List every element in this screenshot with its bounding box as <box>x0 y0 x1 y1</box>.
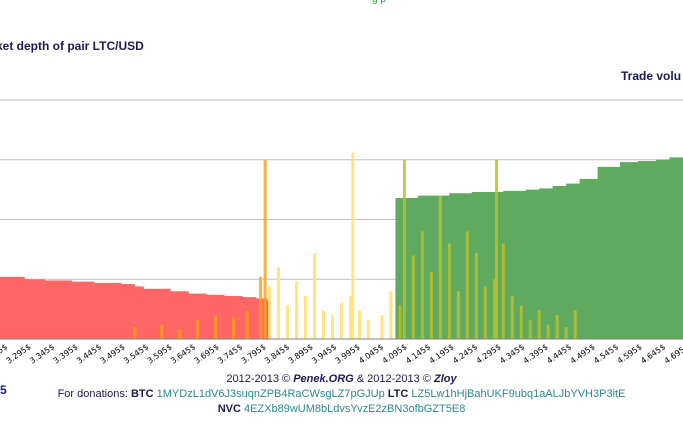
nvc-label: NVC <box>217 403 241 415</box>
x-tick-label: 4.345$ <box>498 342 526 365</box>
volume-bar <box>438 195 442 339</box>
volume-bar <box>263 159 267 339</box>
volume-bar <box>340 303 343 339</box>
volume-bar <box>420 231 424 339</box>
site-link-zloy[interactable]: Zloy <box>434 373 457 385</box>
x-tick-label: 4.195$ <box>428 342 456 365</box>
donations-line: For donations: BTC 1MYDzL1dV6J3suqnZPB4R… <box>0 388 683 400</box>
x-tick-label: 3.595$ <box>146 342 174 365</box>
volume-bar <box>286 305 290 339</box>
ltc-label: LTC <box>387 388 409 400</box>
copyright-prefix: 2012-2013 © <box>226 373 291 385</box>
volume-bar <box>492 279 496 339</box>
volume-bar <box>389 291 393 339</box>
volume-bar <box>501 243 505 339</box>
volume-bar <box>245 310 249 339</box>
volume-bar <box>519 305 523 339</box>
volume-bar <box>322 310 326 339</box>
x-tick-label: 3.395$ <box>52 342 80 365</box>
bid-depth-area <box>0 276 270 339</box>
btc-address[interactable]: 1MYDzL1dV6J3suqnZPB4RaCWsgLZ7pGJUp <box>156 388 385 400</box>
x-tick-label: 4.245$ <box>451 342 479 365</box>
volume-bar <box>573 310 577 339</box>
x-tick-label: 3.645$ <box>169 342 197 365</box>
ltc-address[interactable]: LZ5Lw1hHjBahUKF9ubq1aALJbYVH3P3itE <box>411 388 626 400</box>
x-tick-label: 4.645$ <box>639 342 667 365</box>
volume-bar <box>331 315 335 339</box>
copyright-mid: & 2012-2013 © <box>356 373 431 385</box>
x-tick-label: 4.045$ <box>357 342 385 365</box>
x-tick-label: 4.395$ <box>522 342 550 365</box>
volume-bar <box>160 324 164 339</box>
volume-bar <box>268 286 272 339</box>
nvc-line: NVC 4EZXb89wUM8bLdvsYvzE2zBN3ofbGZT5E8 <box>0 403 683 415</box>
volume-bar <box>402 159 406 339</box>
volume-bar <box>398 305 402 339</box>
volume-bar <box>564 327 568 339</box>
volume-bar <box>304 295 308 339</box>
x-tick-label: 4.095$ <box>381 342 409 365</box>
volume-bar <box>495 159 499 339</box>
x-tick-label: 3.845$ <box>263 342 291 365</box>
volume-bar <box>232 317 236 339</box>
volume-bar <box>366 319 370 339</box>
volume-bar <box>259 276 263 339</box>
left-number: 5 <box>0 383 7 397</box>
volume-bar <box>429 272 433 339</box>
btc-label: BTC <box>130 388 154 400</box>
volume-bar <box>313 252 317 339</box>
x-tick-label: 4.145$ <box>404 342 432 365</box>
volume-bar <box>295 281 299 339</box>
bid-depth-path <box>0 276 270 339</box>
volume-bar <box>510 295 514 339</box>
site-link-penek[interactable]: Penek.ORG <box>293 373 354 385</box>
x-tick-label: 3.995$ <box>334 342 362 365</box>
x-tick-label: 3.795$ <box>240 342 268 365</box>
x-tick-label: 4.695$ <box>663 342 683 365</box>
volume-bar <box>456 291 460 339</box>
volume-bar <box>348 295 352 339</box>
volume-bar <box>351 152 355 339</box>
volume-bar <box>465 231 469 339</box>
trade-volume-title: Trade volu <box>621 69 681 83</box>
volume-bar <box>178 329 182 339</box>
volume-bar <box>528 319 532 339</box>
x-tick-label: 3.745$ <box>216 342 244 365</box>
volume-bar <box>411 255 415 339</box>
x-tick-label: 3.895$ <box>287 342 315 365</box>
volume-bar <box>474 252 478 339</box>
volume-bar <box>196 319 200 339</box>
x-tick-label: 3.945$ <box>310 342 338 365</box>
copyright-line: 2012-2013 © Penek.ORG & 2012-2013 © Zloy <box>0 373 683 385</box>
x-tick-label: 4.495$ <box>569 342 597 365</box>
x-tick-label: 4.595$ <box>616 342 644 365</box>
x-tick-label: 3.445$ <box>75 342 103 365</box>
x-tick-label: 4.545$ <box>592 342 620 365</box>
x-tick-label: 3.25$ <box>0 342 9 363</box>
x-tick-labels: 3.25$3.295$3.345$3.395$3.445$3.495$3.545… <box>0 342 683 365</box>
top-cut-text: g p <box>372 0 386 5</box>
volume-bar <box>537 310 541 339</box>
market-depth-chart: 3.25$3.295$3.345$3.395$3.445$3.495$3.545… <box>0 39 683 366</box>
volume-bars <box>133 152 577 339</box>
volume-bar <box>447 243 451 339</box>
volume-bar <box>357 310 361 339</box>
x-tick-label: 3.295$ <box>5 342 33 365</box>
volume-bar <box>546 324 550 339</box>
x-tick-label: 3.545$ <box>122 342 150 365</box>
volume-bar <box>555 315 559 339</box>
volume-bar <box>214 315 218 339</box>
volume-bar <box>483 286 487 339</box>
volume-bar <box>380 315 384 339</box>
volume-bar <box>133 327 137 339</box>
volume-bar <box>277 267 281 339</box>
chart-title: ket depth of pair LTC/USD <box>0 39 144 53</box>
nvc-address[interactable]: 4EZXb89wUM8bLdvsYvzE2zBN3ofbGZT5E8 <box>243 403 466 415</box>
x-tick-label: 3.345$ <box>28 342 56 365</box>
donations-label: For donations: <box>57 388 128 400</box>
x-tick-label: 4.295$ <box>475 342 503 365</box>
x-tick-label: 3.495$ <box>99 342 127 365</box>
x-tick-label: 4.445$ <box>545 342 573 365</box>
x-tick-label: 3.695$ <box>193 342 221 365</box>
